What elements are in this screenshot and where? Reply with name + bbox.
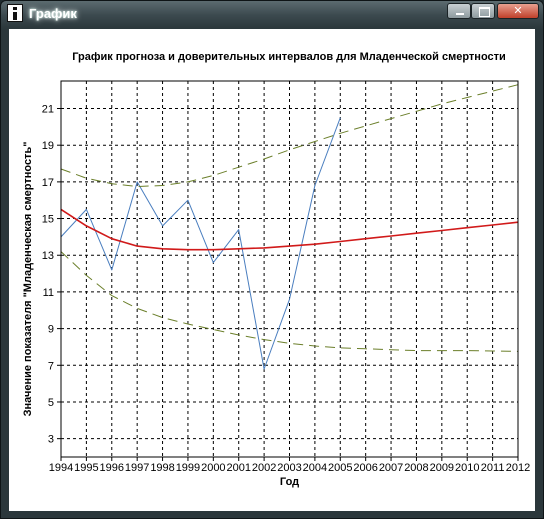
x-tick-label: 2011 (481, 462, 505, 474)
y-tick-label: 19 (42, 140, 54, 152)
x-tick-label: 2004 (303, 462, 327, 474)
minimize-icon (448, 4, 470, 18)
y-tick-label: 17 (42, 177, 54, 189)
x-tick-label: 2003 (277, 462, 301, 474)
x-tick-label: 2001 (226, 462, 250, 474)
title-bar[interactable]: График ✕ (1, 1, 543, 29)
tick-labels: 1994 1995 1996 1997 1998 1999 2000 2001 2002 2003… (42, 104, 530, 474)
x-tick-label: 2006 (353, 462, 377, 474)
maximize-icon (472, 4, 494, 18)
minimize-button[interactable] (447, 3, 471, 19)
x-tick-label: 1996 (100, 462, 124, 474)
confidence-bound-line (60, 251, 519, 352)
y-tick-label: 3 (48, 434, 54, 446)
x-axis-label: Год (280, 476, 299, 488)
x-tick-label: 1997 (125, 462, 149, 474)
close-button[interactable]: ✕ (497, 3, 539, 19)
x-tick-label: 2000 (201, 462, 225, 474)
x-tick-label: 2008 (404, 462, 428, 474)
x-tick-label: 2005 (328, 462, 352, 474)
chart-svg: График прогноза и доверительных интервал… (22, 51, 530, 488)
y-tick-label: 9 (48, 324, 54, 336)
y-axis-label: Значение показателя "Младенческая смертн… (22, 142, 34, 417)
forecast-series-line (60, 208, 519, 251)
x-tick-label: 1999 (176, 462, 200, 474)
x-tick-label: 1994 (49, 462, 73, 474)
chart-area: График прогноза и доверительных интервал… (9, 29, 535, 511)
window-title: График (29, 6, 77, 21)
x-tick-label: 2002 (252, 462, 276, 474)
y-tick-label: 13 (42, 250, 54, 262)
x-tick-label: 2007 (379, 462, 403, 474)
x-tick-label: 1998 (150, 462, 174, 474)
series-lines (60, 84, 519, 370)
x-tick-label: 2009 (430, 462, 454, 474)
y-tick-label: 5 (48, 397, 54, 409)
chart-title: График прогноза и доверительных интервал… (72, 51, 506, 63)
y-tick-label: 21 (42, 104, 54, 116)
x-tick-label: 2010 (455, 462, 479, 474)
maximize-button[interactable] (471, 3, 495, 19)
x-tick-label: 1995 (74, 462, 98, 474)
y-tick-label: 11 (43, 287, 54, 299)
x-tick-label: 2012 (506, 462, 530, 474)
grid-lines (60, 81, 519, 457)
y-tick-label: 7 (48, 360, 54, 372)
app-icon[interactable] (7, 4, 23, 22)
observed-series-line (60, 117, 341, 370)
close-icon: ✕ (513, 5, 523, 17)
y-tick-label: 15 (42, 214, 54, 226)
